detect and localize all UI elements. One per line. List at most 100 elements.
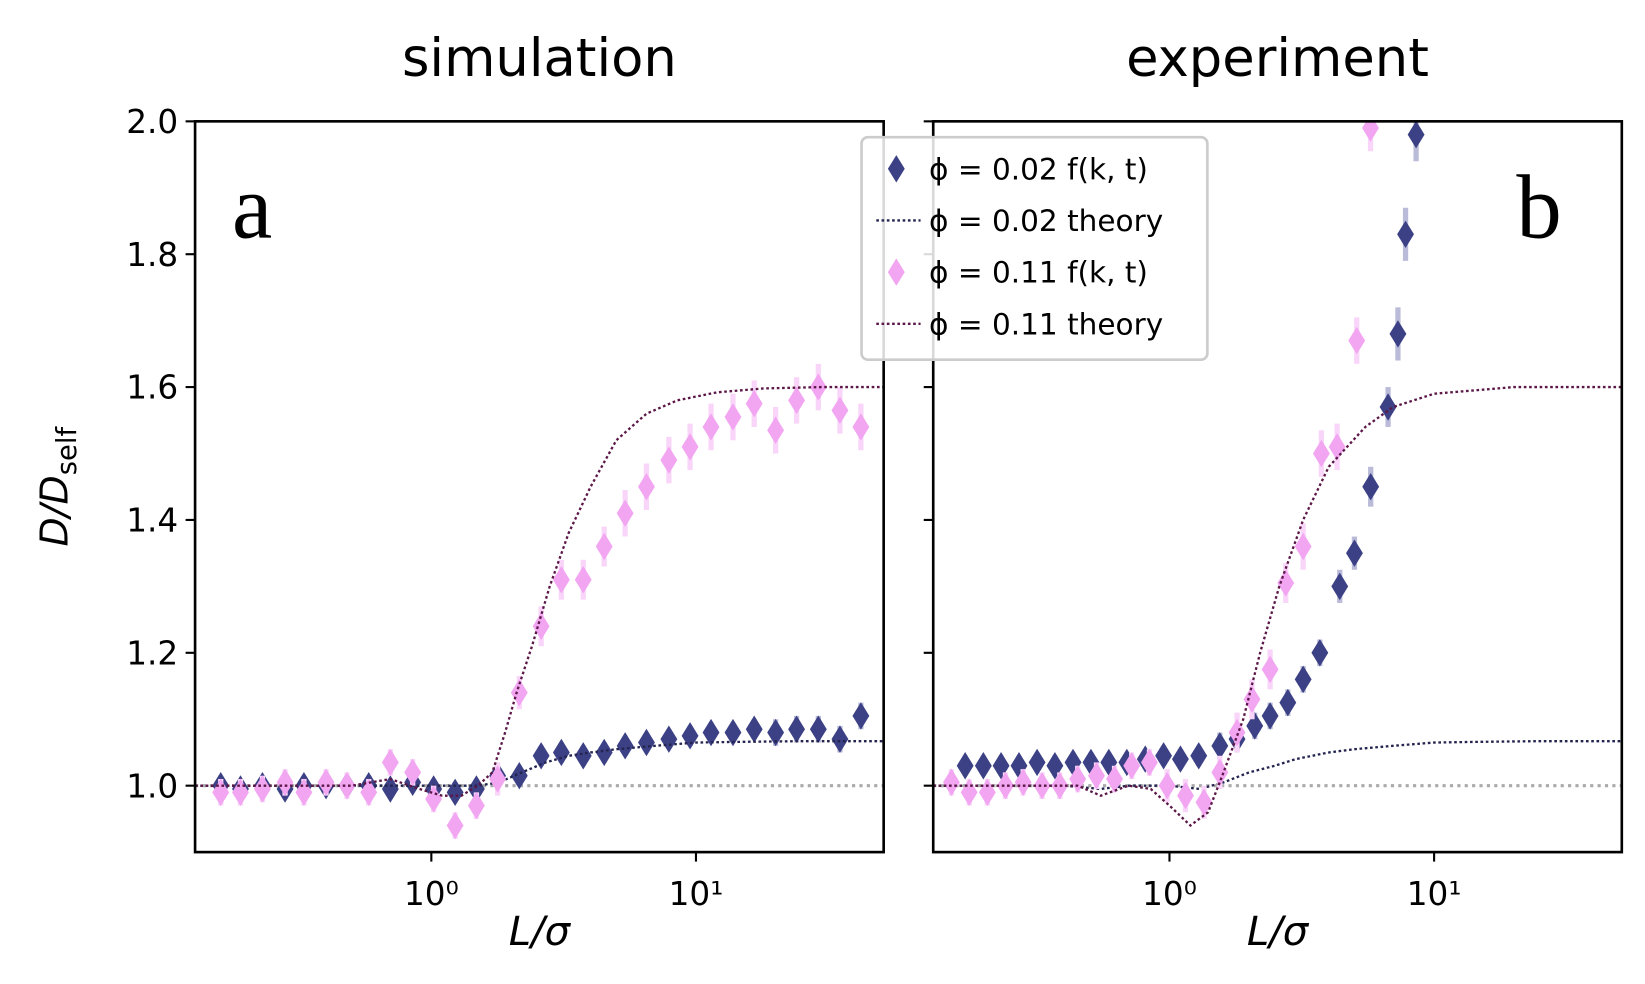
data-point [1246, 712, 1264, 740]
data-point [809, 373, 827, 401]
data-point [1155, 742, 1173, 770]
data-point [1294, 532, 1312, 561]
data-point [1312, 439, 1330, 468]
data-point [574, 566, 592, 594]
data-point [1279, 688, 1297, 717]
data-point [767, 416, 785, 444]
y-tick-label: 2.0 [126, 103, 178, 141]
data-point [1346, 539, 1363, 567]
data-point [1261, 702, 1279, 730]
data-point [253, 775, 271, 803]
data-point [1397, 220, 1414, 248]
legend-box [860, 135, 1209, 361]
data-point [660, 725, 678, 753]
data-point [702, 413, 720, 441]
plot-area [195, 363, 884, 840]
data-point [1379, 393, 1397, 421]
y-tick-label: 1.4 [126, 502, 178, 540]
y-tick-label: 1.6 [126, 369, 178, 407]
data-point [702, 718, 720, 747]
data-point [1261, 655, 1279, 684]
data-point [809, 715, 827, 743]
data-point [1407, 121, 1425, 149]
data-point [660, 446, 678, 474]
data-point [317, 768, 335, 797]
data-point [681, 722, 699, 750]
data-point [1362, 473, 1380, 501]
data-point [943, 768, 960, 797]
data-point [489, 765, 507, 793]
data-point [1328, 433, 1346, 461]
data-point [595, 738, 613, 767]
data-point [1348, 326, 1366, 355]
data-point [1171, 745, 1189, 773]
data-point [1064, 748, 1082, 777]
panel-label: a [232, 156, 272, 257]
x-tick-label: 10¹ [669, 875, 724, 913]
data-point [724, 718, 742, 747]
data-point [978, 778, 996, 807]
legend-label: ϕ = 0.02 theory [929, 204, 1163, 238]
data-point [552, 738, 570, 767]
y-axis-label-main: D/D [32, 475, 76, 546]
panel-title: simulation [402, 28, 677, 89]
data-point [1177, 781, 1194, 810]
legend-label: ϕ = 0.11 f(k, t) [929, 256, 1148, 290]
y-axis-label: D/Dself [32, 426, 82, 547]
data-point [360, 778, 378, 807]
data-point [831, 725, 849, 753]
y-axis-label-sub: self [52, 426, 83, 476]
data-point [1311, 639, 1329, 667]
data-point [616, 732, 634, 760]
data-point [1141, 748, 1158, 777]
legend: ϕ = 0.02 f(k, t) ϕ = 0.02 theory ϕ = 0.11 … [860, 135, 1209, 361]
x-tick-label: 10¹ [1407, 875, 1462, 913]
theory-line [195, 740, 884, 787]
y-tick-label: 1.8 [126, 236, 178, 274]
data-point [1158, 771, 1176, 800]
data-point [788, 386, 806, 415]
data-point [467, 775, 485, 803]
data-point [532, 612, 550, 640]
data-point [638, 728, 655, 757]
data-point [681, 433, 699, 461]
y-tick-label: 1.0 [126, 767, 178, 805]
data-point [997, 771, 1014, 800]
data-point [1123, 752, 1141, 780]
data-point [467, 791, 485, 820]
legend-marker [887, 155, 905, 183]
y-tick-label: 1.2 [126, 634, 178, 672]
x-axis-label: L/σ [1247, 909, 1310, 955]
data-point [1195, 788, 1213, 816]
data-point [338, 771, 356, 800]
data-point [1190, 742, 1208, 770]
data-point [1014, 768, 1032, 797]
data-point [831, 396, 849, 425]
data-point [724, 403, 742, 431]
theory-line [195, 385, 884, 797]
data-point [745, 715, 763, 743]
data-point [1389, 320, 1407, 348]
data-point [960, 778, 978, 807]
data-point [425, 785, 443, 813]
theory-line [933, 740, 1622, 791]
data-point [974, 752, 992, 780]
data-point [595, 532, 613, 561]
data-point [574, 742, 592, 770]
data-point [1211, 758, 1229, 787]
data-point [1362, 121, 1379, 142]
axes-frame [193, 120, 885, 854]
data-point [767, 718, 785, 747]
legend-label: ϕ = 0.11 theory [929, 307, 1163, 341]
data-point [1294, 665, 1312, 694]
data-point [381, 748, 399, 777]
data-point [1033, 771, 1051, 800]
panel-title: experiment [1126, 28, 1429, 89]
data-point [638, 473, 655, 501]
data-point [1028, 748, 1046, 777]
data-point [404, 758, 422, 787]
data-point [616, 499, 634, 528]
data-point [446, 778, 464, 807]
